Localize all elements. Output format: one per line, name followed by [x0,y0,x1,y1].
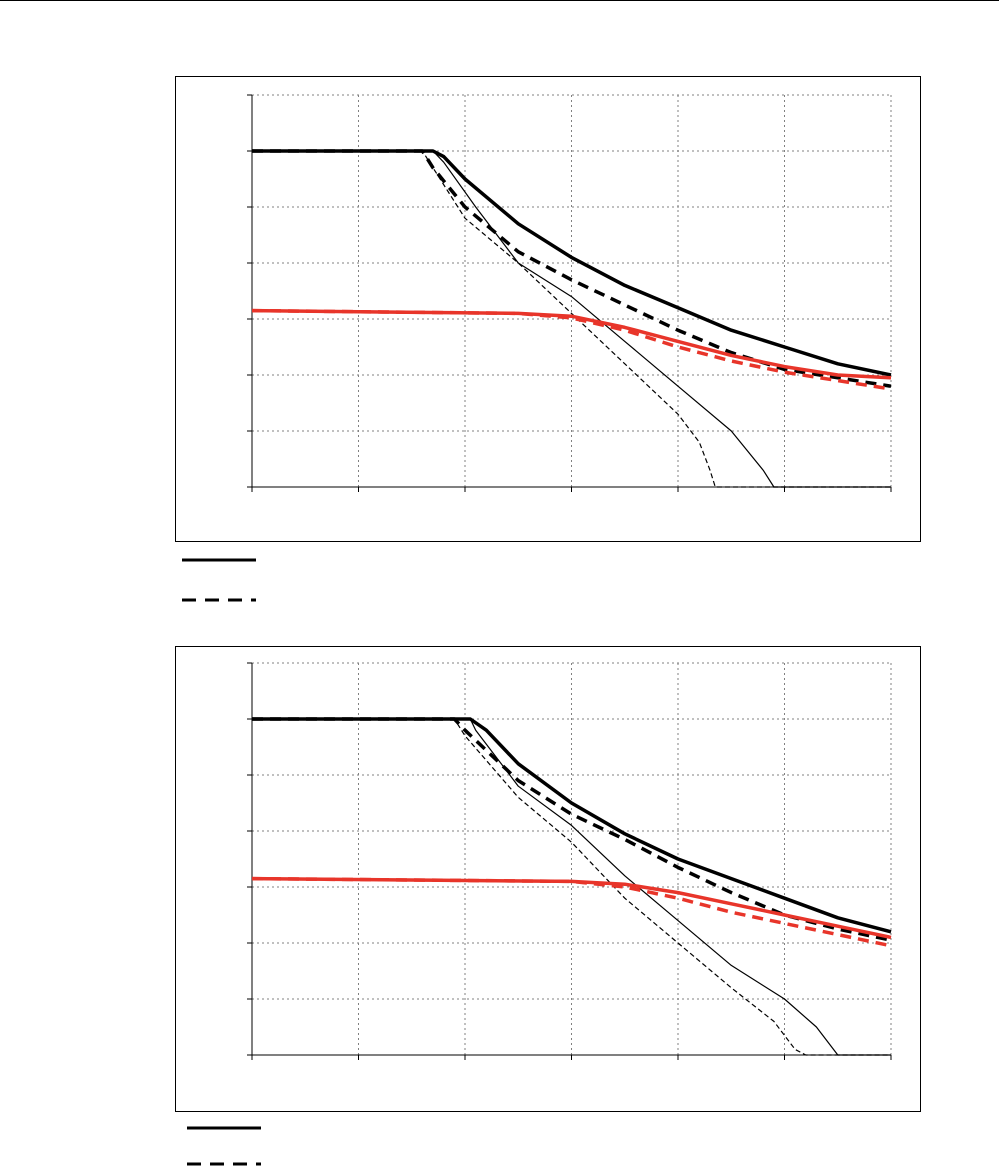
legend-bottom [187,1126,261,1166]
chart-frame-top [175,76,921,542]
series-line-1 [252,717,892,934]
series-line-4 [252,150,891,488]
chart-top [247,94,892,492]
series-line-3 [252,718,891,1056]
series-line-4 [252,718,891,1056]
page-top-rule [0,0,999,1]
series-line-1 [252,149,892,377]
series-line-6 [251,876,892,948]
series-line-5 [251,308,892,380]
legend-top [182,558,256,602]
chart-bottom [247,662,892,1060]
series-line-3 [252,150,891,488]
